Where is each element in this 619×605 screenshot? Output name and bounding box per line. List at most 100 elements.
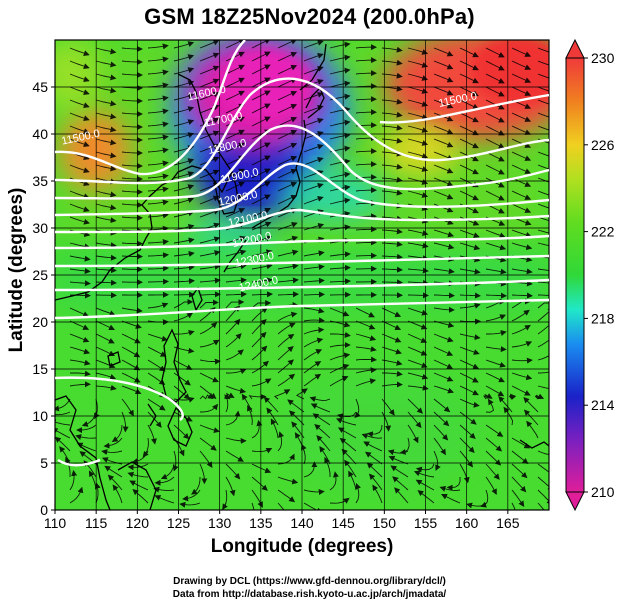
streamline xyxy=(407,125,429,133)
streamline xyxy=(485,450,502,466)
streamline xyxy=(459,112,479,123)
streamline xyxy=(199,130,220,140)
streamline xyxy=(94,482,101,504)
streamline xyxy=(459,292,481,299)
streamline xyxy=(147,43,169,50)
streamline xyxy=(173,80,195,88)
streamline xyxy=(459,73,479,84)
streamline xyxy=(433,424,449,441)
streamline xyxy=(485,112,505,123)
streamline xyxy=(173,330,195,336)
streamline xyxy=(147,252,169,259)
streamline xyxy=(537,73,549,79)
streamline xyxy=(225,235,246,244)
streamline xyxy=(433,86,454,96)
streamline xyxy=(407,47,429,55)
streamline xyxy=(537,371,549,374)
streamline xyxy=(459,229,480,239)
streamline xyxy=(537,502,545,510)
streamline xyxy=(355,307,375,318)
streamline xyxy=(147,56,169,63)
streamline xyxy=(329,278,351,285)
streamline xyxy=(407,307,428,316)
streamline xyxy=(251,168,271,179)
streamline xyxy=(277,263,299,270)
streamline xyxy=(511,177,532,187)
streamline xyxy=(303,349,323,361)
streamline xyxy=(225,129,245,140)
streamline xyxy=(459,216,480,226)
streamline xyxy=(417,490,435,504)
streamline xyxy=(511,138,532,148)
streamline xyxy=(433,411,450,427)
streamline xyxy=(433,292,455,299)
streamline xyxy=(485,164,505,175)
streamline xyxy=(199,277,221,284)
streamline xyxy=(225,181,245,192)
streamline xyxy=(355,320,376,330)
streamline xyxy=(55,428,71,439)
streamline xyxy=(433,242,455,250)
streamline xyxy=(303,223,325,231)
streamline xyxy=(69,333,90,343)
streamline xyxy=(101,457,123,465)
streamline xyxy=(182,489,201,502)
streamline xyxy=(127,471,149,478)
streamline xyxy=(459,99,479,110)
streamline xyxy=(104,465,123,478)
streamline xyxy=(251,502,255,510)
streamline xyxy=(199,78,220,88)
streamline xyxy=(147,95,169,102)
streamline xyxy=(121,176,143,182)
streamline xyxy=(503,406,514,426)
y-tick-label: 5 xyxy=(40,455,48,471)
streamline xyxy=(355,356,377,363)
streamline xyxy=(310,403,331,413)
x-tick-label: 160 xyxy=(455,515,479,531)
streamline xyxy=(381,279,403,286)
streamline xyxy=(537,203,549,209)
streamline xyxy=(199,117,220,127)
streamline xyxy=(303,91,324,101)
streamline xyxy=(173,223,195,231)
streamline xyxy=(537,164,549,170)
streamline xyxy=(459,398,480,408)
streamline xyxy=(147,372,166,385)
streamline xyxy=(121,98,143,104)
streamline xyxy=(223,393,231,413)
streamline xyxy=(251,476,268,491)
streamline xyxy=(251,207,271,218)
streamline xyxy=(69,486,84,504)
streamline xyxy=(511,437,531,449)
streamline xyxy=(173,158,195,166)
streamline xyxy=(199,339,220,348)
streamline xyxy=(537,385,549,389)
y-axis-title-wrap: Latitude (degrees) xyxy=(2,170,32,370)
streamline xyxy=(121,411,129,433)
streamline xyxy=(225,385,247,394)
streamline xyxy=(381,307,402,318)
streamline xyxy=(303,182,324,192)
streamline xyxy=(485,125,505,136)
streamline xyxy=(511,476,527,493)
streamline xyxy=(154,476,175,486)
streamline xyxy=(251,77,271,88)
streamline xyxy=(485,86,505,97)
colorbar-label: 222 xyxy=(591,224,615,240)
streamline xyxy=(277,489,296,503)
x-tick-label: 120 xyxy=(126,515,150,531)
streamline xyxy=(485,346,507,353)
streamline xyxy=(459,318,481,325)
streamline xyxy=(466,502,487,509)
streamline xyxy=(69,359,91,366)
streamline xyxy=(172,450,179,472)
streamline xyxy=(381,333,402,343)
streamline xyxy=(266,407,279,426)
streamline xyxy=(173,41,195,49)
streamline xyxy=(277,181,298,192)
credit-data: Data from http://database.rish.kyoto-u.a… xyxy=(172,589,447,600)
streamline xyxy=(433,333,454,343)
x-tick-label: 145 xyxy=(331,515,355,531)
streamline xyxy=(95,320,115,330)
x-axis: 110 115 120 125 130 135 140 145 150 155 160 165 xyxy=(44,510,520,531)
